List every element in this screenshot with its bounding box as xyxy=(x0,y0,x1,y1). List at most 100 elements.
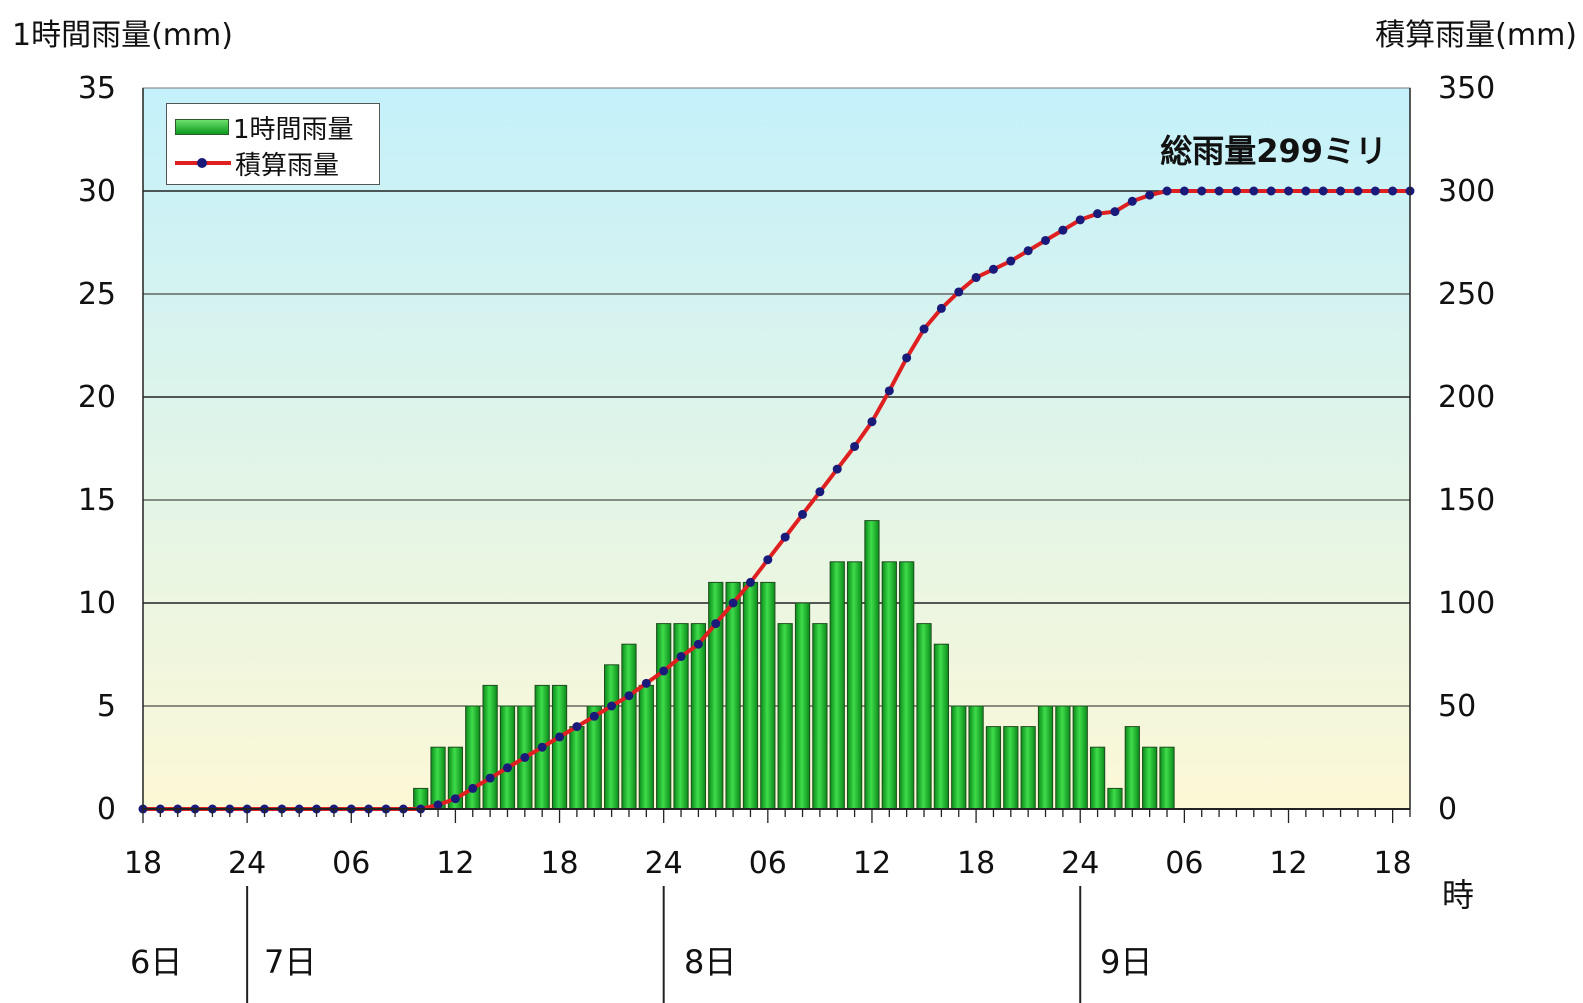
bar-45 xyxy=(916,623,932,810)
bar-59 xyxy=(1159,746,1175,810)
x-tick-label-10: 06 xyxy=(1165,846,1203,881)
right-tick-label-250: 250 xyxy=(1438,277,1495,312)
plot-background xyxy=(142,87,1411,810)
bar-39 xyxy=(812,623,828,810)
cumulative-point-61 xyxy=(1197,186,1207,196)
cumulative-point-49 xyxy=(988,264,998,274)
cumulative-point-24 xyxy=(555,732,565,742)
bar-44 xyxy=(899,561,915,810)
day-label-9: 9日 xyxy=(1100,943,1153,981)
x-tick-label-2: 06 xyxy=(332,846,370,881)
legend: 1時間雨量 積算雨量 xyxy=(166,103,380,185)
bar-57 xyxy=(1124,726,1140,810)
cumulative-point-42 xyxy=(867,417,877,427)
left-tick-label-5: 5 xyxy=(97,689,116,724)
bar-38 xyxy=(794,602,811,810)
bar-46 xyxy=(933,643,949,810)
x-tick-label-9: 24 xyxy=(1061,846,1099,881)
bar-47 xyxy=(951,705,967,810)
cumulative-point-18 xyxy=(450,794,460,804)
bar-20 xyxy=(482,684,498,810)
cumulative-point-52 xyxy=(1041,235,1051,245)
cumulative-point-51 xyxy=(1023,246,1033,256)
bar-36 xyxy=(760,581,776,810)
right-tick-label-350: 350 xyxy=(1438,71,1495,106)
x-tick-label-6: 06 xyxy=(749,846,787,881)
bar-21 xyxy=(499,705,516,810)
cumulative-point-57 xyxy=(1127,196,1137,206)
cumulative-point-30 xyxy=(659,666,669,676)
right-axis-title: 積算雨量(mm) xyxy=(1375,18,1577,53)
legend-label-hourly: 1時間雨量 xyxy=(233,114,354,145)
cumulative-point-25 xyxy=(572,722,582,732)
cumulative-point-22 xyxy=(520,753,530,762)
legend-bar-swatch xyxy=(175,119,229,135)
hourly-rain-bars xyxy=(413,520,1175,810)
bar-35 xyxy=(742,581,759,810)
cumulative-point-39 xyxy=(815,487,825,497)
cumulative-point-34 xyxy=(728,598,738,608)
bar-41 xyxy=(846,561,863,810)
cumulative-point-64 xyxy=(1249,186,1259,196)
left-tick-label-30: 30 xyxy=(78,174,116,209)
axes xyxy=(142,88,1411,823)
cumulative-point-33 xyxy=(711,619,721,629)
day-label-6: 6日 xyxy=(130,943,183,981)
cumulative-point-62 xyxy=(1214,186,1224,196)
legend-item-hourly: 1時間雨量 xyxy=(175,112,354,145)
bar-58 xyxy=(1142,746,1158,810)
bar-51 xyxy=(1020,726,1036,810)
x-tick-label-4: 18 xyxy=(540,846,578,881)
legend-item-cumulative: 積算雨量 xyxy=(175,148,339,181)
right-tick-label-100: 100 xyxy=(1438,586,1495,621)
cumulative-point-60 xyxy=(1179,186,1189,196)
cumulative-point-36 xyxy=(763,555,773,565)
right-tick-label-50: 50 xyxy=(1438,689,1476,724)
bar-27 xyxy=(604,664,620,810)
cumulative-point-47 xyxy=(954,287,964,297)
cumulative-point-35 xyxy=(745,577,755,587)
left-tick-label-20: 20 xyxy=(78,380,116,415)
cumulative-point-46 xyxy=(936,303,946,313)
left-axis-title: 1時間雨量(mm) xyxy=(12,18,233,53)
x-tick-label-1: 24 xyxy=(228,846,266,881)
right-tick-label-150: 150 xyxy=(1438,483,1495,518)
cumulative-point-67 xyxy=(1301,186,1311,196)
bar-53 xyxy=(1055,705,1071,810)
legend-label-cumulative: 積算雨量 xyxy=(235,150,340,181)
cumulative-point-28 xyxy=(624,691,634,701)
cumulative-point-48 xyxy=(971,273,981,283)
bar-56 xyxy=(1107,787,1123,810)
cumulative-point-63 xyxy=(1231,186,1241,196)
day-dividers xyxy=(246,886,1082,1003)
bar-42 xyxy=(864,520,880,810)
bar-24 xyxy=(551,684,568,810)
bar-30 xyxy=(656,623,672,810)
cumulative-point-38 xyxy=(798,509,808,519)
cumulative-point-59 xyxy=(1162,186,1172,196)
x-tick-label-11: 12 xyxy=(1269,846,1307,881)
day-label-7: 7日 xyxy=(264,943,317,981)
cumulative-point-26 xyxy=(589,711,599,721)
cumulative-point-68 xyxy=(1318,186,1328,196)
cumulative-point-69 xyxy=(1336,186,1346,196)
bar-29 xyxy=(638,684,654,810)
x-tick-label-0: 18 xyxy=(124,846,162,881)
cumulative-point-44 xyxy=(902,353,912,363)
cumulative-point-40 xyxy=(832,464,842,474)
cumulative-point-29 xyxy=(641,678,651,688)
cumulative-point-19 xyxy=(468,783,478,793)
right-axis-tick-labels: 0 50 100 150 200 250 300 350 xyxy=(1438,71,1495,827)
cumulative-point-50 xyxy=(1006,256,1016,266)
left-tick-label-35: 35 xyxy=(78,71,116,106)
cumulative-point-20 xyxy=(485,773,495,783)
legend-line-swatch xyxy=(175,155,231,171)
left-tick-label-10: 10 xyxy=(78,586,116,621)
bar-50 xyxy=(1003,726,1019,810)
cumulative-point-43 xyxy=(884,386,894,396)
bar-37 xyxy=(777,623,793,810)
cumulative-point-55 xyxy=(1093,209,1103,219)
bar-55 xyxy=(1089,746,1106,810)
cumulative-point-65 xyxy=(1266,186,1276,196)
